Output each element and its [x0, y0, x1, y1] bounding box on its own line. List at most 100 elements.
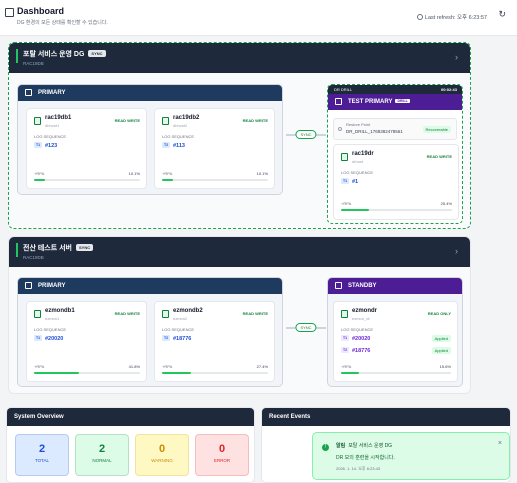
chevron-right-icon[interactable]: › — [455, 246, 458, 256]
chevron-right-icon[interactable]: › — [455, 52, 458, 62]
primary-group: PRIMARY rac19db1 dbhost1 READ WRITE LOG … — [17, 84, 283, 195]
stat-value: 0 — [218, 443, 226, 455]
node-host: dbhost2 — [173, 123, 188, 128]
stat-label: NORMAL — [92, 458, 112, 463]
rpo-label: +RPA — [34, 364, 45, 369]
section-title: 포탈 서비스 운영 DG — [23, 51, 85, 58]
database-icon — [25, 89, 32, 96]
thread-tag: T2 — [162, 142, 170, 148]
applied-badge: Applied — [431, 335, 451, 342]
progress-bar — [34, 179, 140, 181]
log-sequence-label: LOG SEQUENCE — [162, 327, 195, 332]
log-sequence-value: #18776 — [352, 348, 371, 354]
progress-bar — [162, 179, 268, 181]
thread-tag: T1 — [34, 142, 42, 148]
stat-total[interactable]: 2 TOTAL — [15, 434, 69, 476]
thread-tag: T1 — [341, 178, 349, 184]
stat-value: 2 — [98, 443, 106, 455]
rpo-label: +RPA — [162, 171, 173, 176]
log-sequence-value: #20020 — [45, 336, 64, 342]
rpo-label: +RPA — [34, 171, 45, 176]
progress-fill — [341, 372, 359, 374]
node-name: ezmondr — [352, 308, 378, 314]
role-badge: READ WRITE — [114, 118, 140, 123]
node-name: rac19db1 — [45, 115, 72, 121]
progress-percent: 41.8% — [128, 364, 140, 369]
section-body: PRIMARY rac19db1 dbhost1 READ WRITE LOG … — [9, 73, 470, 228]
stat-warning[interactable]: 0 WARNING — [135, 434, 189, 476]
server-icon — [34, 117, 41, 125]
progress-percent: 27.4% — [256, 364, 268, 369]
progress-bar — [34, 372, 140, 374]
node-card[interactable]: rac19db1 dbhost1 READ WRITE LOG SEQUENCE… — [26, 108, 147, 189]
system-overview-panel: System Overview 2 TOTAL 2 NORMAL 0 WARNING … — [6, 407, 255, 483]
role-badge: READ WRITE — [242, 311, 268, 316]
log-sequence-label: LOG SEQUENCE — [341, 170, 374, 175]
toast-target: 포탈 서비스 운영 DG — [348, 443, 393, 449]
progress-bar — [341, 209, 452, 211]
toast-message: DR 모의 훈련을 시작합니다. — [336, 455, 395, 461]
test-primary-label: TEST PRIMARY — [348, 99, 393, 105]
close-icon[interactable]: × — [497, 440, 502, 447]
replication-link: SYNC — [286, 323, 326, 332]
section-title: 전산 테스트 서버 — [23, 245, 72, 252]
progress-fill — [162, 372, 191, 374]
node-card[interactable]: ezmondb1 ezmon1 READ WRITE LOG SEQUENCE … — [26, 301, 147, 382]
node-card[interactable]: rac19db2 dbhost2 READ WRITE LOG SEQUENCE… — [154, 108, 275, 189]
node-card[interactable]: rac19dr drhost READ WRITE LOG SEQUENCE T… — [333, 144, 459, 220]
progress-bar — [162, 372, 268, 374]
sync-pill: SYNC — [295, 323, 317, 332]
dr-drill-label: DR DRILL — [334, 87, 353, 92]
page-title: Dashboard — [17, 6, 65, 16]
stat-value: 2 — [38, 443, 46, 455]
toast-time: 2026. 1. 14. 오후 6:23:43 — [336, 466, 381, 471]
thread-tag: T1 — [34, 335, 42, 341]
standby-label: STANDBY — [348, 283, 377, 289]
log-sequence-value: #18776 — [173, 336, 192, 342]
stat-label: ERROR — [213, 458, 231, 463]
section-db-id: RAC19DB — [23, 255, 44, 260]
log-sequence-label: LOG SEQUENCE — [34, 134, 67, 139]
section-header[interactable]: 전산 테스트 서버 SYNC RAC19DB › — [9, 237, 470, 267]
refresh-icon[interactable]: ↻ — [498, 9, 506, 19]
restore-point[interactable]: Restore Point DR_DRILL_1768382478561 Rec… — [333, 118, 457, 140]
node-name: ezmondb2 — [173, 308, 203, 314]
stat-label: WARNING — [151, 458, 173, 463]
role-badge: READ WRITE — [114, 311, 140, 316]
thread-tag: T2 — [341, 347, 349, 353]
section-header[interactable]: 포탈 서비스 운영 DG SYNC RAC19DB › — [9, 43, 470, 73]
primary-group: PRIMARY ezmondb1 ezmon1 READ WRITE LOG S… — [17, 277, 283, 387]
node-name: rac19dr — [352, 151, 374, 157]
recent-events-title: Recent Events — [262, 408, 510, 426]
progress-fill — [162, 179, 173, 181]
node-card[interactable]: ezmondr ezmon_dr READ ONLY LOG SEQUENCE … — [333, 301, 458, 382]
role-badge: READ WRITE — [242, 118, 268, 123]
role-badge: READ ONLY — [427, 311, 451, 316]
progress-bar — [341, 372, 451, 374]
sync-pill: SYNC — [295, 130, 317, 139]
progress-fill — [341, 209, 369, 211]
dg-section-portal: 포탈 서비스 운영 DG SYNC RAC19DB › PRIMARY rac19… — [8, 42, 471, 229]
server-icon — [34, 310, 41, 318]
toast-title: 알림 — [336, 443, 346, 449]
database-icon — [335, 282, 342, 289]
node-card[interactable]: ezmondb2 ezmon2 READ WRITE LOG SEQUENCE … — [154, 301, 275, 382]
primary-label: PRIMARY — [38, 283, 66, 289]
applied-badge: Applied — [431, 347, 451, 354]
progress-percent: 10.1% — [128, 171, 140, 176]
dg-section-test: 전산 테스트 서버 SYNC RAC19DB › PRIMARY ezmondb1… — [8, 236, 471, 394]
stat-normal[interactable]: 2 NORMAL — [75, 434, 129, 476]
progress-percent: 10.1% — [256, 171, 268, 176]
progress-percent: 25.4% — [440, 201, 452, 206]
status-bar — [16, 243, 18, 257]
header: Dashboard DG 환경의 모든 상태를 확인할 수 있습니다. Last… — [0, 0, 517, 36]
drill-badge: DRILL — [395, 99, 410, 103]
page-subtitle: DG 환경의 모든 상태를 확인할 수 있습니다. — [17, 20, 108, 26]
rpo-label: +RPA — [162, 364, 173, 369]
notification-toast: ! 알림 포탈 서비스 운영 DG DR 모의 훈련을 시작합니다. 2026. … — [312, 432, 510, 480]
progress-fill — [34, 372, 79, 374]
progress-percent: 15.6% — [439, 364, 451, 369]
stat-error[interactable]: 0 ERROR — [195, 434, 249, 476]
restore-point-label: Restore Point — [346, 122, 371, 127]
log-sequence-value: #123 — [45, 143, 58, 149]
